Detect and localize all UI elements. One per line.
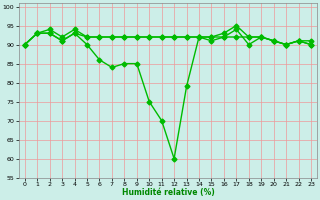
- X-axis label: Humidité relative (%): Humidité relative (%): [122, 188, 214, 197]
